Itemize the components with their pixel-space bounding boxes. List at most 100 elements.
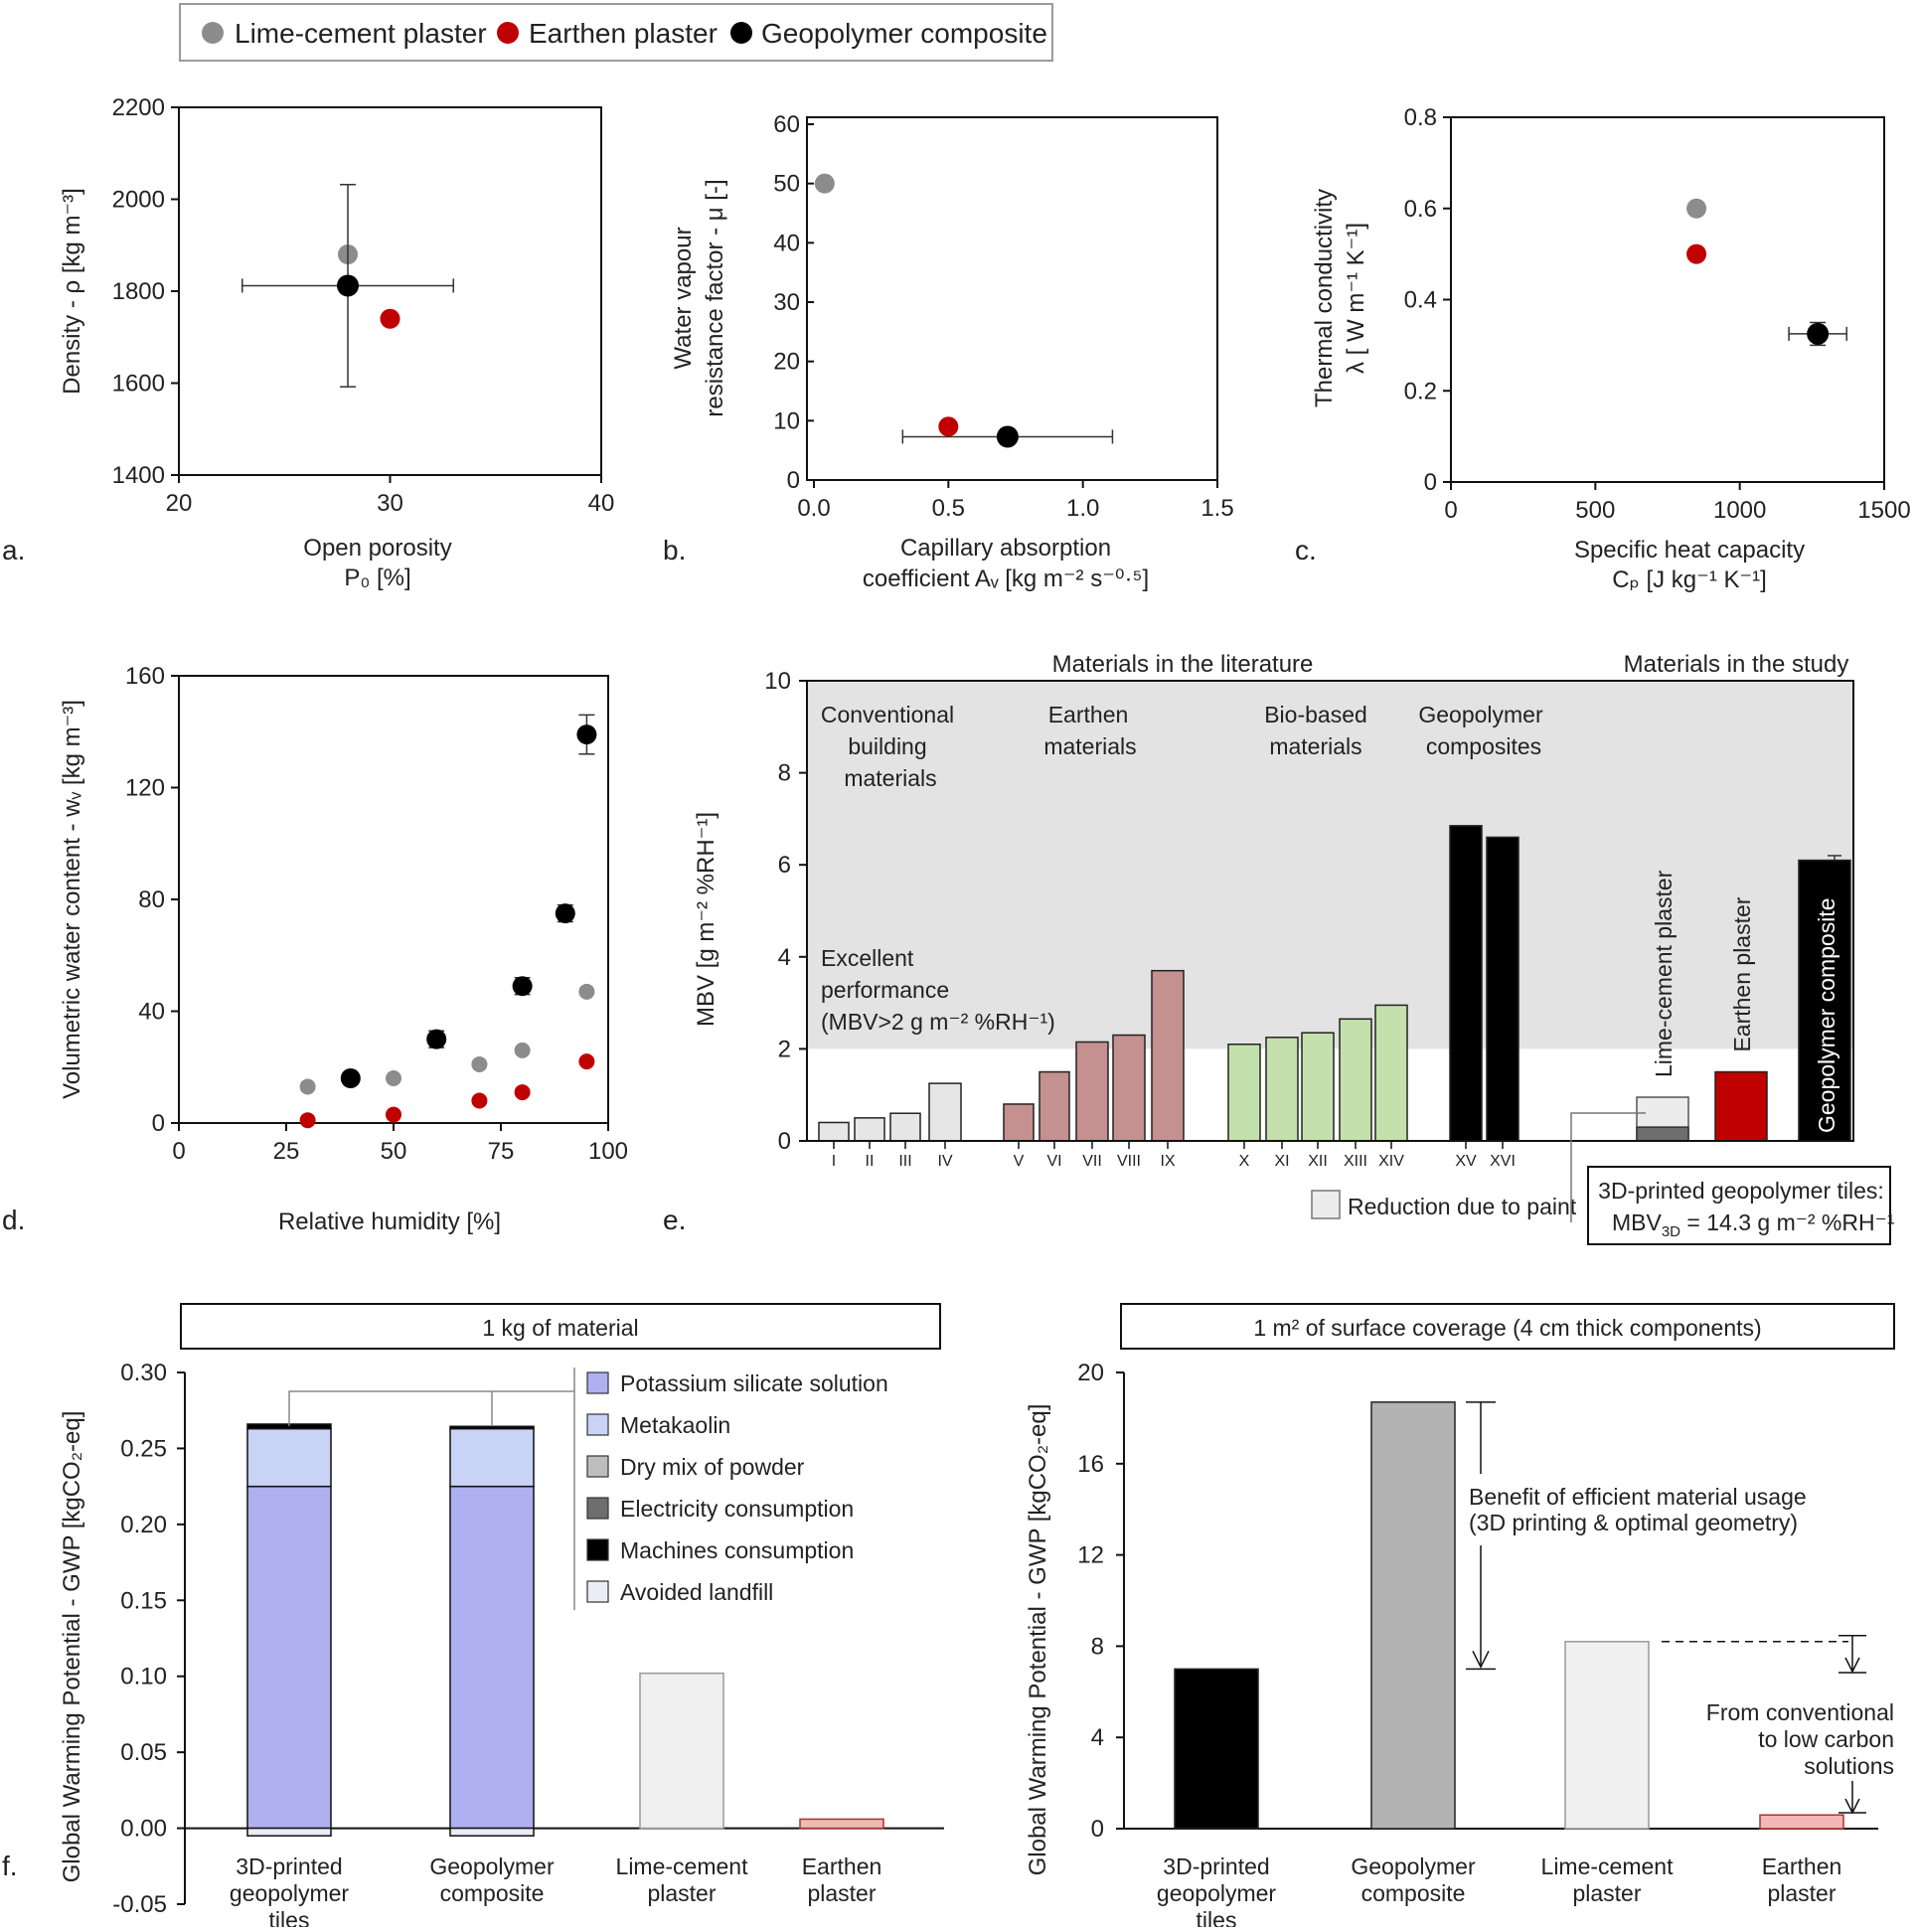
- chart-c: 0 500 1000 1500 0 0.2 0.4 0.6 0.8 Specific heat …: [1311, 104, 1911, 593]
- x-tick-label: 0.5: [932, 495, 965, 522]
- paint-leader-line: [1570, 1112, 1646, 1222]
- legend-swatch: [586, 1580, 609, 1603]
- bar-earthen: [1759, 1814, 1844, 1830]
- y-tick-label: 1800: [112, 278, 165, 305]
- excellent-zone: [807, 681, 1853, 1049]
- chart-c-xlabel-1: Specific heat capacity: [1574, 537, 1805, 564]
- literature-header: Materials in the literature: [1052, 651, 1314, 678]
- legend-swatch: [586, 1538, 609, 1561]
- y-tick-label: 8: [1091, 1633, 1104, 1660]
- legend-label: Metakaolin: [620, 1412, 730, 1438]
- x-tick-label: XVI: [1490, 1153, 1516, 1170]
- y-tick-label: 0.25: [120, 1435, 167, 1462]
- data-point-geopolymer-composite: [512, 976, 533, 997]
- chart-a-ylabel: Density - ρ [kg m⁻³]: [59, 188, 85, 395]
- y-tick-label: 4: [1091, 1724, 1104, 1751]
- legend-lime-label: Lime-cement plaster: [235, 18, 487, 49]
- chart-f1-title: 1 kg of material: [482, 1315, 638, 1341]
- group-geopolymer-2: composites: [1426, 733, 1541, 759]
- data-point-lime-cement-plaster: [299, 1078, 316, 1095]
- x-tick-label: 0.0: [797, 495, 830, 522]
- annotation-benefit-1: Benefit of efficient material usage: [1469, 1484, 1807, 1510]
- x-category-label: tiles: [1197, 1907, 1237, 1927]
- annotation-lowcarbon-3: solutions: [1804, 1753, 1894, 1779]
- study-label-lime: Lime-cement plaster: [1651, 870, 1677, 1077]
- chart-d-xlabel: Relative humidity [%]: [278, 1208, 501, 1235]
- y-tick-label: 0.00: [120, 1816, 167, 1843]
- y-tick-label: 0.10: [120, 1664, 167, 1690]
- bar-XIII: [1339, 1018, 1372, 1142]
- legend-swatch: [586, 1371, 609, 1394]
- legend-label: Dry mix of powder: [620, 1454, 805, 1480]
- panel-label-c: c.: [1295, 535, 1317, 565]
- panel-label-f: f.: [2, 1851, 18, 1881]
- x-category-label: Geopolymer: [429, 1853, 555, 1879]
- chart-c-frame: [1450, 116, 1885, 483]
- segment-metakaolin: [449, 1427, 535, 1488]
- x-tick-label: XIV: [1378, 1153, 1404, 1170]
- legend-bracket: [288, 1390, 574, 1426]
- panel-label-e: e.: [663, 1205, 686, 1235]
- data-point-earthen-plaster: [386, 1106, 401, 1123]
- x-tick-label: 20: [166, 490, 193, 517]
- legend: Lime-cement plaster Earthen plaster Geop…: [179, 3, 1053, 62]
- chart-d: 0 25 50 75 100 0 40 80 120 160 Relative humidity …: [59, 663, 628, 1235]
- x-tick-label: VII: [1082, 1153, 1102, 1170]
- y-tick-label: 0: [1424, 469, 1437, 496]
- data-point-geopolymer-composite: [340, 1068, 361, 1088]
- x-category-label: geopolymer: [230, 1880, 350, 1906]
- y-tick-label: 1400: [112, 462, 165, 489]
- legend-frame: [179, 3, 1053, 62]
- bar-earthen-plaster: [1714, 1070, 1768, 1142]
- data-point-lime-cement-plaster: [578, 983, 595, 1000]
- x-tick-label: XV: [1455, 1153, 1477, 1170]
- group-biobased-1: Bio-based: [1264, 702, 1367, 727]
- chart-b-ylabel-1: Water vapour: [670, 227, 697, 369]
- y-tick-label: 0: [787, 467, 800, 494]
- bar-XI: [1265, 1037, 1299, 1142]
- group-conventional-2: building: [848, 733, 926, 759]
- chart-f2-ylabel: Global Warming Potential - GWP [kgCO₂-eq…: [1025, 1404, 1051, 1876]
- tiles-box-sub: 3D: [1662, 1223, 1680, 1240]
- annotation-lowcarbon-1: From conventional: [1706, 1699, 1894, 1725]
- x-tick-label: 0: [1444, 497, 1457, 524]
- x-tick-label: XI: [1274, 1153, 1289, 1170]
- y-tick-label: 40: [138, 999, 165, 1026]
- bar-III: [889, 1112, 921, 1142]
- y-tick-label: 0.05: [120, 1739, 167, 1766]
- bar-geopolymer: [1370, 1401, 1456, 1830]
- y-tick-label: 2000: [112, 187, 165, 214]
- y-tick-label: 120: [125, 775, 165, 802]
- bar-IX: [1151, 969, 1185, 1142]
- y-tick-label: 30: [773, 289, 800, 316]
- y-tick-label: 0: [1091, 1816, 1104, 1843]
- x-tick-label: III: [898, 1153, 911, 1170]
- x-tick-label: XIII: [1344, 1153, 1367, 1170]
- x-tick-label: 1000: [1713, 497, 1766, 524]
- segment-avoided-landfill: [449, 1827, 535, 1837]
- group-conventional-1: Conventional: [821, 702, 954, 727]
- y-tick-label: 20: [773, 349, 800, 376]
- data-point-earthen-plaster: [471, 1092, 488, 1109]
- tiles-box-mbv: MBV: [1612, 1209, 1663, 1235]
- data-point-geopolymer-composite: [576, 724, 597, 745]
- chart-b: 0.0 0.5 1.0 1.5 0 10 20 30 40 50 60 Capillary abso…: [670, 111, 1234, 592]
- chart-f1-ylabel: Global Warming Potential - GWP [kgCO₂-eq…: [59, 1411, 85, 1883]
- excellent-note-1: Excellent: [821, 945, 914, 971]
- data-point-earthen-plaster: [299, 1112, 316, 1129]
- chart-d-ylabel: Volumetric water content - wᵥ [kg m⁻³]: [59, 700, 85, 1099]
- legend-label: Avoided landfill: [620, 1579, 773, 1605]
- y-tick-label: 1600: [112, 371, 165, 398]
- x-tick-label: 50: [381, 1138, 407, 1165]
- data-point-geopolymer-composite: [996, 425, 1019, 448]
- x-category-label: plaster: [807, 1880, 876, 1906]
- study-label-geopolymer: Geopolymer composite: [1814, 898, 1839, 1134]
- x-tick-label: X: [1239, 1153, 1250, 1170]
- y-tick-label: -0.05: [112, 1891, 167, 1918]
- legend-swatch: [586, 1413, 609, 1436]
- y-tick-label: 16: [1077, 1451, 1104, 1478]
- segment-metakaolin: [246, 1427, 332, 1488]
- y-tick-label: 0: [152, 1110, 165, 1137]
- y-tick-label: 0.30: [120, 1360, 167, 1386]
